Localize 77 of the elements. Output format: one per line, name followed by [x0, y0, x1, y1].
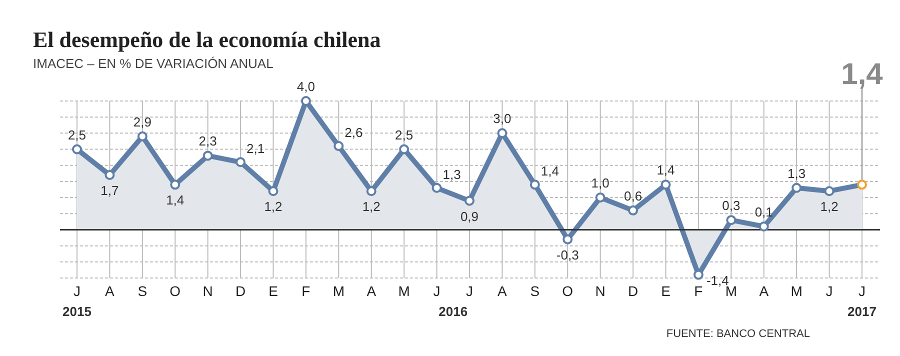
- point: [595, 192, 606, 203]
- x-tick-label: J: [433, 283, 440, 299]
- x-tick-label: F: [302, 283, 310, 299]
- x-tick-label: D: [628, 283, 638, 299]
- data-label: 3,0: [493, 111, 512, 126]
- x-tick-label: E: [661, 283, 670, 299]
- x-tick-label: O: [170, 283, 181, 299]
- x-tick-label: M: [790, 283, 802, 299]
- point: [268, 186, 278, 196]
- x-tick-label: N: [595, 283, 606, 299]
- x-tick-label: A: [366, 283, 377, 299]
- x-tick-label: A: [759, 283, 770, 299]
- data-label: 1,3: [788, 166, 806, 181]
- data-label: 1,2: [264, 199, 282, 214]
- x-tick-label: J: [858, 283, 866, 299]
- point: [137, 131, 148, 142]
- data-label: 4,0: [296, 79, 315, 94]
- text: 2015: [62, 304, 92, 319]
- x-tick-label: N: [202, 283, 213, 299]
- data-label: 2,5: [395, 127, 414, 142]
- data-label: 1,4: [166, 192, 184, 208]
- data-label: 2,9: [133, 114, 152, 130]
- point: [530, 180, 540, 190]
- data-label: 1,2: [820, 199, 838, 214]
- data-label: -0,3: [556, 247, 579, 262]
- x-tick-label: J: [466, 283, 473, 299]
- data-label: 1,3: [442, 166, 461, 182]
- data-label: 0,9: [460, 208, 479, 224]
- point: [857, 180, 867, 190]
- point: [236, 157, 246, 168]
- x-tick-label: F: [694, 283, 703, 299]
- x-tick-label: S: [138, 283, 148, 299]
- point: [628, 205, 638, 216]
- point: [300, 96, 311, 106]
- x-tick-label: M: [398, 283, 410, 299]
- point: [366, 186, 376, 196]
- point: [334, 141, 344, 152]
- point: [824, 186, 834, 196]
- data-label: 2,6: [344, 125, 363, 140]
- data-label: 1,4: [841, 58, 884, 91]
- x-tick-label: J: [826, 283, 833, 299]
- point: [726, 215, 736, 226]
- x-tick-label: O: [562, 283, 574, 299]
- point: [432, 182, 442, 193]
- point: [104, 170, 115, 180]
- text: 2016: [438, 304, 468, 319]
- data-label: 1,2: [362, 199, 380, 214]
- point: [399, 144, 410, 154]
- data-label: 2,3: [198, 134, 217, 149]
- point: [72, 144, 82, 154]
- point: [660, 180, 671, 190]
- data-label: 1,4: [656, 162, 675, 178]
- data-label: 1,7: [100, 183, 119, 198]
- chart-title: El desempeño de la economía chilena: [33, 27, 381, 52]
- point: [758, 222, 769, 232]
- text: 2017: [848, 304, 876, 319]
- chart-subtitle: IMACEC – EN % DE VARIACIÓN ANUAL: [33, 56, 274, 71]
- data-label: 2,5: [68, 127, 86, 142]
- point: [170, 180, 180, 190]
- x-tick-label: J: [74, 283, 80, 299]
- data-label: 0,3: [722, 198, 740, 214]
- x-tick-label: S: [530, 283, 540, 299]
- data-label: 0,6: [624, 188, 642, 204]
- data-label: 0,1: [754, 204, 773, 220]
- data-label: 1,4: [540, 164, 559, 179]
- point: [562, 234, 573, 244]
- x-tick-label: A: [105, 283, 116, 299]
- point: [792, 182, 802, 193]
- x-tick-label: M: [332, 283, 345, 299]
- x-tick-label: D: [235, 283, 246, 299]
- data-label: 2,1: [246, 141, 265, 156]
- point: [202, 150, 213, 161]
- x-tick-label: E: [268, 283, 278, 299]
- source-note: FUENTE: BANCO CENTRAL: [666, 328, 810, 340]
- point: [464, 196, 474, 206]
- x-tick-label: A: [498, 283, 508, 299]
- data-label: 1,0: [591, 176, 610, 191]
